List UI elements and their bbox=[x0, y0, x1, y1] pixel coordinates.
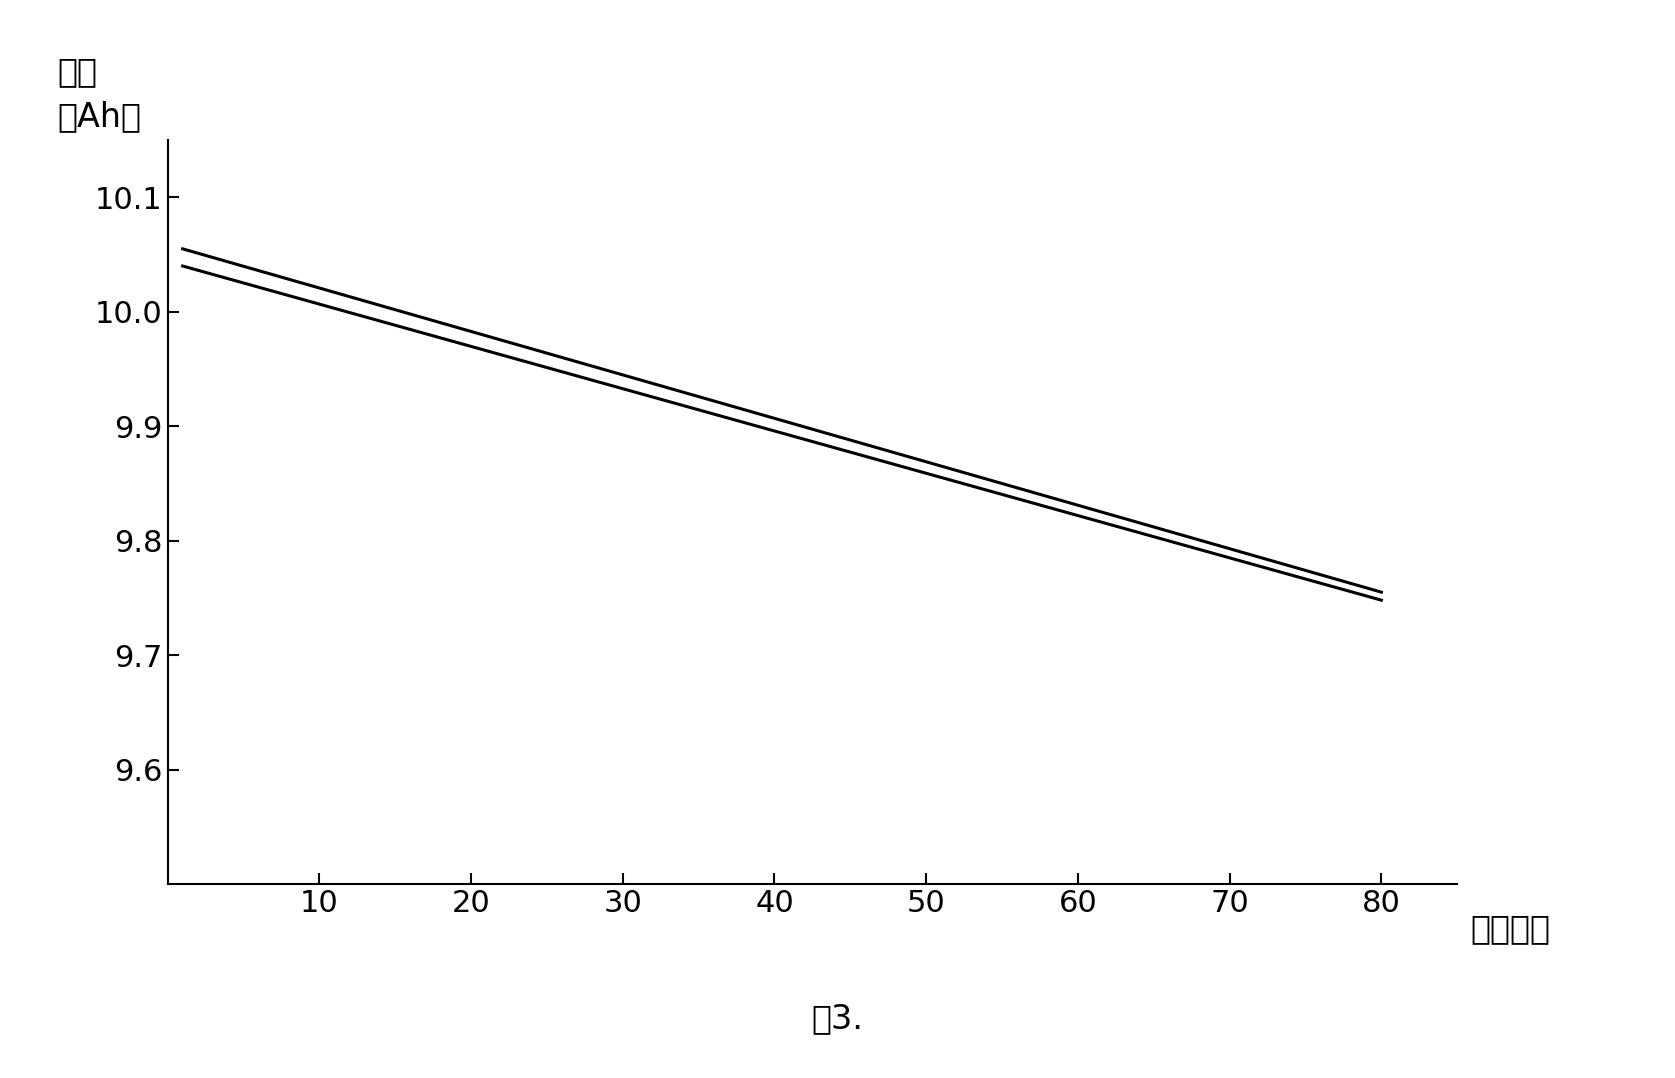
Text: 容量: 容量 bbox=[59, 55, 97, 88]
Text: 图3.: 图3. bbox=[811, 1003, 864, 1035]
Text: （Ah）: （Ah） bbox=[59, 99, 142, 133]
Text: 循环次数: 循环次数 bbox=[1471, 912, 1549, 945]
